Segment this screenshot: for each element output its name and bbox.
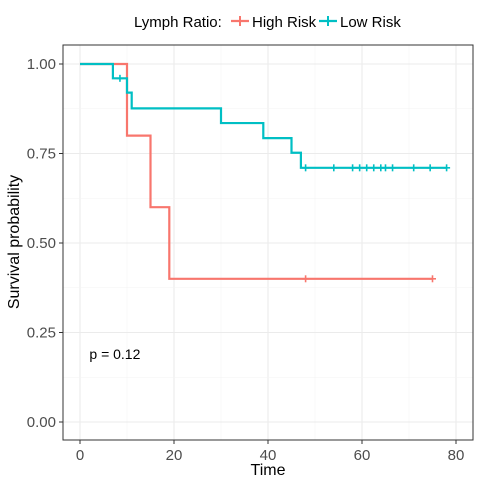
censor-mark-low-risk [363,164,371,172]
series-layer [80,62,451,283]
censor-mark-low-risk [443,164,451,172]
x-axis-title: Time [251,462,286,479]
censor-mark-low-risk [426,164,434,172]
censor-mark-high-risk [302,275,310,283]
legend-title: Lymph Ratio: [134,14,222,31]
legend-item-high-risk: High Risk [231,14,317,31]
y-tick-label: 0.50 [27,235,56,252]
km-curve-low-risk [80,62,447,169]
legend-item-low-risk: Low Risk [319,14,401,31]
censor-mark-low-risk [302,164,310,172]
legend-label-low-risk: Low Risk [340,14,401,31]
censor-mark-low-risk [116,74,124,82]
x-tick-label: 60 [354,447,371,464]
censor-mark-low-risk [349,164,357,172]
censor-mark-low-risk [382,164,389,172]
y-tick-label: 1.00 [27,56,56,73]
censor-mark-low-risk [410,164,418,172]
p-value-annotation: p = 0.12 [89,346,140,362]
censor-mark-high-risk [429,275,436,283]
censor-mark-low-risk [389,164,397,172]
x-tick-label: 80 [448,447,465,464]
y-axis-title: Survival probability [6,175,23,309]
grid [63,45,473,440]
y-tick-label: 0.75 [27,146,56,163]
y-tick-label: 0.25 [27,325,56,342]
km-curve-high-risk [80,62,433,280]
censor-mark-low-risk [370,164,378,172]
censor-mark-low-risk [356,164,364,172]
x-tick-label: 0 [76,447,84,464]
y-axis: 0.00 0.25 0.50 0.75 1.00 [27,56,63,431]
x-axis: 0 20 40 60 80 [76,440,465,464]
legend-label-high-risk: High Risk [252,14,317,31]
legend: Lymph Ratio: High Risk Low Risk [134,14,401,31]
censor-mark-low-risk [330,164,338,172]
x-tick-label: 40 [260,447,277,464]
y-tick-label: 0.00 [27,414,56,431]
x-tick-label: 20 [166,447,183,464]
